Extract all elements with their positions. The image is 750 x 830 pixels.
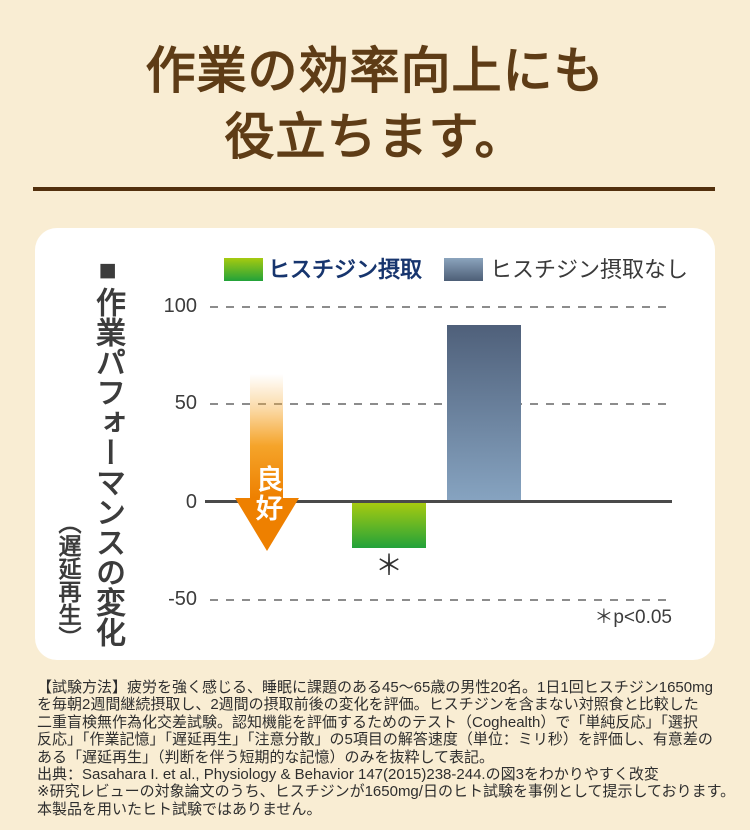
chart-panel: ■作業パフォーマンスの変化 （遅延再生） ヒスチジン摂取 ヒスチジン摂取なし 1… (35, 228, 715, 660)
bar-control (447, 325, 521, 500)
gridline-100 (210, 306, 672, 308)
good-arrow-label: 良好 (252, 465, 282, 523)
good-arrow-shaft (250, 374, 283, 498)
footnote-line: ※研究レビューの対象論文のうち、ヒスチジンが1650mg/日のヒト試験を事例とし… (37, 783, 736, 801)
footnote-line: 本製品を用いたヒト試験ではありません。 (37, 800, 322, 818)
page-title-line2: 役立ちます。 (224, 109, 526, 165)
footnote-line: ある「遅延再生」（判断を伴う短期的な記憶）のみを抜粋して表記。 (37, 748, 495, 766)
legend-label-control: ヒスチジン摂取なし (490, 257, 689, 282)
page-title-line1: 作業の効率向上にも (145, 43, 605, 99)
y-tick-0: 0 (185, 491, 197, 513)
footnote-line: 出典：Sasahara I. et al., Physiology & Beha… (37, 766, 659, 784)
x-axis-line (205, 500, 672, 503)
title-divider (33, 187, 715, 191)
bar-histidine (352, 503, 426, 548)
footnote-line: 反応」「作業記憶」「遅延再生」「注意分散」の5項目の解答速度（単位：ミリ秒）を評… (37, 731, 713, 749)
y-tick-100: 100 (163, 295, 197, 317)
page-title: 作業の効率向上にも 役立ちます。 (0, 38, 750, 170)
footnote: 【試験方法】疲労を強く感じる、睡眠に課題のある45〜65歳の男性20名。1日1回… (37, 679, 736, 818)
chart-axis-title: ■作業パフォーマンスの変化 (91, 254, 124, 647)
y-tick-50: 50 (174, 392, 197, 414)
chart-axis-subtitle: （遅延再生） (55, 511, 81, 649)
legend-label-histidine: ヒスチジン摂取 (268, 257, 423, 282)
footnote-line: を毎朝2週間継続摂取し、2週間の摂取前後の変化を評価。ヒスチジンを含まない対照食… (37, 696, 699, 714)
gridline-minus50 (210, 599, 672, 601)
y-tick-minus50: -50 (168, 588, 197, 610)
footnote-line: 二重盲検無作為化交差試験。認知機能を評価するためのテスト（Coghealth）で… (37, 713, 698, 731)
legend-swatch-control (444, 258, 483, 281)
footnote-line: 【試験方法】疲労を強く感じる、睡眠に課題のある45〜65歳の男性20名。1日1回… (37, 679, 713, 696)
legend-swatch-histidine (224, 258, 263, 281)
significance-note: ＊p<0.05 (594, 607, 672, 628)
gridline-50 (210, 403, 672, 405)
significance-star: ＊ (374, 550, 403, 581)
good-arrow-head-icon (235, 498, 299, 551)
